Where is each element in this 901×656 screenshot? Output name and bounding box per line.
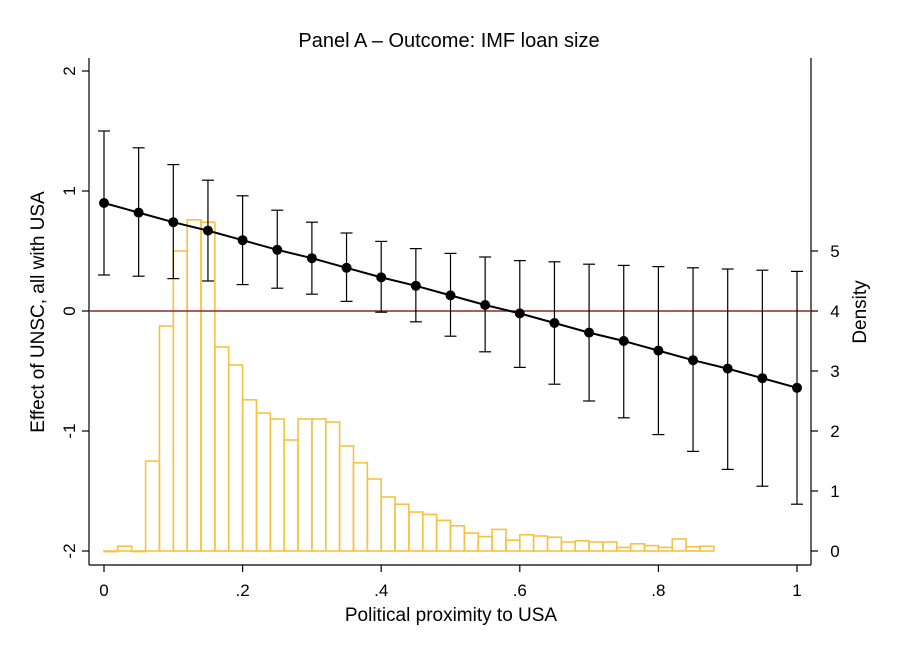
histogram-bar xyxy=(546,536,563,552)
effect-point xyxy=(410,280,421,291)
histogram-bar xyxy=(616,546,632,552)
histogram-bar xyxy=(588,541,604,552)
effect-point xyxy=(792,382,802,393)
y-tick-label: -1 xyxy=(60,423,79,438)
y-tick-label: 2 xyxy=(60,66,79,75)
effect-point xyxy=(133,207,144,218)
histogram-bar xyxy=(449,524,466,552)
histogram-bar xyxy=(324,421,341,552)
effect-point xyxy=(757,373,768,384)
histogram-bar xyxy=(214,346,230,552)
effect-point xyxy=(688,355,699,366)
histogram-bar xyxy=(269,418,285,552)
histogram-bar xyxy=(421,513,438,552)
histogram-bar xyxy=(602,541,618,552)
plot-area: 0 .2 .4 .6 .8 1 -2 -1 0 1 2 0 1 2 3 4 5 xyxy=(60,58,840,600)
histogram-bar xyxy=(338,445,355,552)
x-tick-label: 1 xyxy=(792,581,801,600)
histogram-bar xyxy=(657,546,674,552)
effect-point xyxy=(202,225,213,236)
histogram-bar xyxy=(532,535,549,552)
histogram-bar xyxy=(699,545,715,552)
histogram-bar xyxy=(352,461,369,552)
histogram-bar xyxy=(491,528,507,552)
y2-tick-label: 5 xyxy=(830,242,839,261)
effect-point xyxy=(168,217,179,228)
chart-title: Panel A – Outcome: IMF loan size xyxy=(298,30,599,52)
effect-point xyxy=(514,308,525,319)
y2-tick-label: 0 xyxy=(830,542,839,561)
effect-point xyxy=(272,244,283,255)
y2-tick-label: 1 xyxy=(830,482,839,501)
effect-point xyxy=(99,198,109,208)
effect-point xyxy=(480,300,491,310)
x-tick-label: .6 xyxy=(513,581,527,600)
histogram-bar xyxy=(380,496,396,552)
histogram-bar xyxy=(186,219,202,552)
histogram-bar xyxy=(283,439,299,552)
histogram-bar xyxy=(408,511,424,552)
histogram-bar xyxy=(685,545,701,552)
histogram-bar xyxy=(394,503,410,552)
y2-axis-label: Density xyxy=(850,280,871,344)
effect-point xyxy=(549,318,560,328)
effect-point xyxy=(341,262,352,273)
histogram-bar xyxy=(241,398,258,552)
histogram-bar xyxy=(117,545,133,552)
histogram-bar xyxy=(463,532,480,552)
x-tick-label: .8 xyxy=(651,581,665,600)
histogram-bar xyxy=(311,418,327,552)
histogram-bar xyxy=(477,535,493,552)
effect-point xyxy=(722,363,733,374)
histogram-bar xyxy=(574,539,590,552)
histogram-bar xyxy=(435,519,452,552)
effect-point xyxy=(237,235,248,246)
histogram-bar xyxy=(297,418,313,552)
y2-tick-label: 4 xyxy=(830,302,839,321)
histogram-bar xyxy=(227,364,244,552)
effect-point xyxy=(306,253,317,264)
histogram-bar xyxy=(643,544,660,552)
histogram-bar xyxy=(629,542,646,552)
histogram-bar xyxy=(158,325,175,552)
y2-tick-label: 3 xyxy=(830,362,839,381)
y-tick-label: -2 xyxy=(60,543,79,558)
y-tick-label: 0 xyxy=(60,306,79,315)
histogram-bar xyxy=(130,550,147,553)
histogram-bar xyxy=(172,250,188,552)
y2-tick-label: 2 xyxy=(830,422,839,441)
histogram-bar xyxy=(560,541,577,552)
histogram-bar xyxy=(255,412,272,552)
histogram-bar xyxy=(518,533,535,552)
effect-point xyxy=(653,345,664,356)
histogram-bar xyxy=(671,538,687,552)
x-tick-label: .2 xyxy=(236,581,250,600)
histogram-bar xyxy=(366,478,382,552)
histogram-bar xyxy=(144,460,161,552)
x-tick-label: .4 xyxy=(374,581,388,600)
effect-point xyxy=(376,272,387,283)
x-tick-label: 0 xyxy=(99,581,108,600)
effect-point xyxy=(584,327,595,338)
x-axis-label: Political proximity to USA xyxy=(345,605,558,626)
effect-point xyxy=(445,290,456,301)
y-axis-label: Effect of UNSC, all with USA xyxy=(28,191,49,433)
y-tick-label: 1 xyxy=(60,186,79,195)
histogram-bar xyxy=(103,550,119,553)
effect-point xyxy=(618,336,629,346)
histogram-bar xyxy=(505,539,521,552)
